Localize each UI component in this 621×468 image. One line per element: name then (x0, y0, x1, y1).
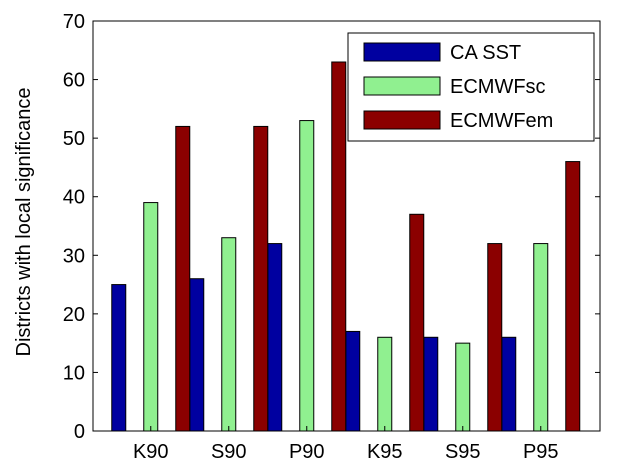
bar-p95-ecmwfsc (533, 243, 549, 432)
bar-p90-ca-sst (267, 243, 283, 432)
axes-layer (92, 20, 601, 432)
x-tick-label-k90: K90 (133, 441, 169, 463)
x-tick-label-s90: S90 (211, 441, 247, 463)
legend: CA SST ECMWFsc ECMWFem (347, 32, 595, 142)
x-tick-label-k95: K95 (367, 441, 403, 463)
bar-s90-ca-sst (189, 278, 205, 432)
legend-swatch-ecmwfsc (363, 76, 441, 96)
y-tick-label: 70 (63, 11, 85, 33)
y-tick-label: 0 (74, 421, 85, 443)
bar-k95-ecmwfem (409, 213, 425, 432)
legend-label-ecmwfsc: ECMWFsc (450, 76, 546, 98)
y-tick-label: 30 (63, 245, 85, 267)
y-tick-label: 10 (63, 362, 85, 384)
legend-swatch-ca-sst (363, 42, 441, 62)
legend-label-ca-sst: CA SST (450, 42, 521, 64)
bar-p95-ca-sst (501, 336, 517, 432)
ticks-layer: 0 10 20 30 40 50 60 70 K90 S90 P90 K95 S95 P95 (63, 11, 600, 463)
legend-swatch-ecmwfem (363, 110, 441, 130)
bar-k90-ca-sst (111, 284, 127, 432)
bar-p90-ecmwfem (331, 61, 347, 432)
y-tick-label: 40 (63, 187, 85, 209)
x-tick-label-p90: P90 (289, 441, 325, 463)
bar-k90-ecmwfem (175, 125, 191, 432)
legend-label-ecmwfem: ECMWFem (450, 110, 553, 132)
bar-k95-ecmwfsc (377, 336, 393, 432)
bar-s95-ecmwfem (487, 243, 503, 432)
y-tick-label: 20 (63, 304, 85, 326)
y-tick-label: 60 (63, 70, 85, 92)
bar-s90-ecmwfsc (221, 237, 237, 432)
bar-s95-ca-sst (423, 336, 439, 432)
x-tick-label-s95: S95 (445, 441, 481, 463)
bar-p95-ecmwfem (565, 161, 581, 432)
bar-k95-ca-sst (345, 330, 361, 432)
x-tick-label-p95: P95 (523, 441, 559, 463)
bar-s95-ecmwfsc (455, 342, 471, 432)
bar-s90-ecmwfem (253, 125, 269, 432)
bar-k90-ecmwfsc (143, 202, 159, 432)
bar-p90-ecmwfsc (299, 120, 315, 432)
y-tick-label: 50 (63, 128, 85, 150)
plot-frame (92, 20, 601, 432)
y-axis-label: Districts with local significance (13, 88, 35, 357)
